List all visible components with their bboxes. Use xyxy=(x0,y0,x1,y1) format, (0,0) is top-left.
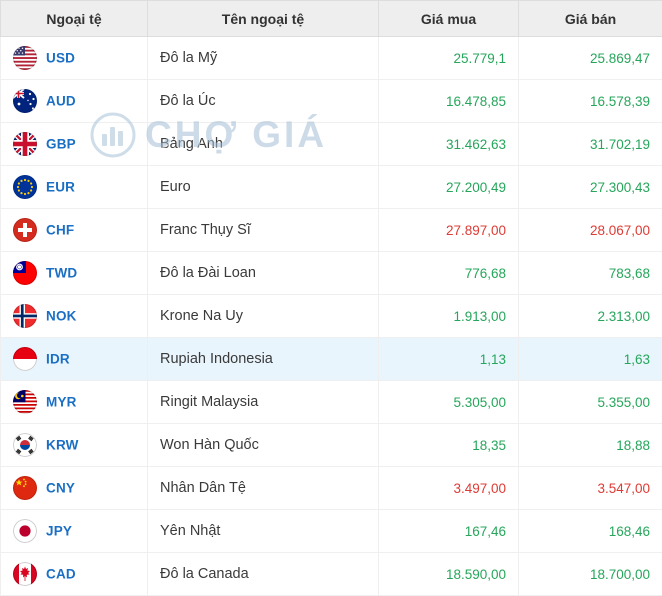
currency-code[interactable]: MYR xyxy=(46,395,77,410)
currency-code[interactable]: AUD xyxy=(46,94,76,109)
sell-price: 168,46 xyxy=(519,510,662,553)
chf-flag-icon xyxy=(13,218,37,242)
currency-cell: CHF xyxy=(1,209,148,252)
currency-code[interactable]: CHF xyxy=(46,223,74,238)
cny-flag-icon xyxy=(13,476,37,500)
currency-name: Krone Na Uy xyxy=(148,295,379,338)
currency-code[interactable]: EUR xyxy=(46,180,75,195)
sell-price: 16.578,39 xyxy=(519,80,662,123)
currency-cell: NOK xyxy=(1,295,148,338)
currency-cell: CAD xyxy=(1,553,148,596)
twd-flag-icon xyxy=(13,261,37,285)
currency-cell: GBP xyxy=(1,123,148,166)
krw-flag-icon xyxy=(13,433,37,457)
cad-flag-icon xyxy=(13,562,37,586)
currency-name: Đô la Canada xyxy=(148,553,379,596)
buy-price: 27.897,00 xyxy=(379,209,519,252)
sell-price: 5.355,00 xyxy=(519,381,662,424)
currency-name: Rupiah Indonesia xyxy=(148,338,379,381)
jpy-flag-icon xyxy=(13,519,37,543)
currency-code[interactable]: NOK xyxy=(46,309,77,324)
currency-code[interactable]: CNY xyxy=(46,481,75,496)
currency-code[interactable]: TWD xyxy=(46,266,77,281)
myr-flag-icon xyxy=(13,390,37,414)
sell-price: 28.067,00 xyxy=(519,209,662,252)
currency-cell: TWD xyxy=(1,252,148,295)
currency-code[interactable]: IDR xyxy=(46,352,70,367)
currency-cell: USD xyxy=(1,37,148,80)
buy-price: 776,68 xyxy=(379,252,519,295)
usd-flag-icon xyxy=(13,46,37,70)
buy-price: 18.590,00 xyxy=(379,553,519,596)
currency-name: Đô la Mỹ xyxy=(148,37,379,80)
currency-cell: CNY xyxy=(1,467,148,510)
currency-code[interactable]: JPY xyxy=(46,524,72,539)
aud-flag-icon xyxy=(13,89,37,113)
buy-price: 18,35 xyxy=(379,424,519,467)
currency-cell: JPY xyxy=(1,510,148,553)
currency-name: Đô la Đài Loan xyxy=(148,252,379,295)
buy-price: 16.478,85 xyxy=(379,80,519,123)
nok-flag-icon xyxy=(13,304,37,328)
sell-price: 18,88 xyxy=(519,424,662,467)
currency-cell: MYR xyxy=(1,381,148,424)
buy-price: 5.305,00 xyxy=(379,381,519,424)
currency-cell: KRW xyxy=(1,424,148,467)
sell-price: 2.313,00 xyxy=(519,295,662,338)
currency-name: Bảng Anh xyxy=(148,123,379,166)
buy-price: 1,13 xyxy=(379,338,519,381)
currency-cell: AUD xyxy=(1,80,148,123)
col-header-sell: Giá bán xyxy=(519,1,662,37)
currency-name: Won Hàn Quốc xyxy=(148,424,379,467)
currency-name: Franc Thụy Sĩ xyxy=(148,209,379,252)
buy-price: 1.913,00 xyxy=(379,295,519,338)
sell-price: 3.547,00 xyxy=(519,467,662,510)
currency-code[interactable]: GBP xyxy=(46,137,76,152)
currency-code[interactable]: USD xyxy=(46,51,75,66)
buy-price: 27.200,49 xyxy=(379,166,519,209)
currency-name: Đô la Úc xyxy=(148,80,379,123)
sell-price: 783,68 xyxy=(519,252,662,295)
currency-name: Yên Nhật xyxy=(148,510,379,553)
table-header-row: Ngoại tệ Tên ngoại tệ Giá mua Giá bán xyxy=(1,1,662,37)
col-header-name: Tên ngoại tệ xyxy=(148,1,379,37)
sell-price: 18.700,00 xyxy=(519,553,662,596)
gbp-flag-icon xyxy=(13,132,37,156)
currency-code[interactable]: KRW xyxy=(46,438,79,453)
idr-flag-icon xyxy=(13,347,37,371)
currency-name: Nhân Dân Tệ xyxy=(148,467,379,510)
currency-cell: IDR xyxy=(1,338,148,381)
sell-price: 1,63 xyxy=(519,338,662,381)
currency-code[interactable]: CAD xyxy=(46,567,76,582)
sell-price: 25.869,47 xyxy=(519,37,662,80)
currency-name: Ringit Malaysia xyxy=(148,381,379,424)
sell-price: 31.702,19 xyxy=(519,123,662,166)
buy-price: 25.779,1 xyxy=(379,37,519,80)
currency-cell: EUR xyxy=(1,166,148,209)
sell-price: 27.300,43 xyxy=(519,166,662,209)
buy-price: 167,46 xyxy=(379,510,519,553)
eur-flag-icon xyxy=(13,175,37,199)
col-header-currency: Ngoại tệ xyxy=(1,1,148,37)
buy-price: 3.497,00 xyxy=(379,467,519,510)
buy-price: 31.462,63 xyxy=(379,123,519,166)
currency-name: Euro xyxy=(148,166,379,209)
col-header-buy: Giá mua xyxy=(379,1,519,37)
